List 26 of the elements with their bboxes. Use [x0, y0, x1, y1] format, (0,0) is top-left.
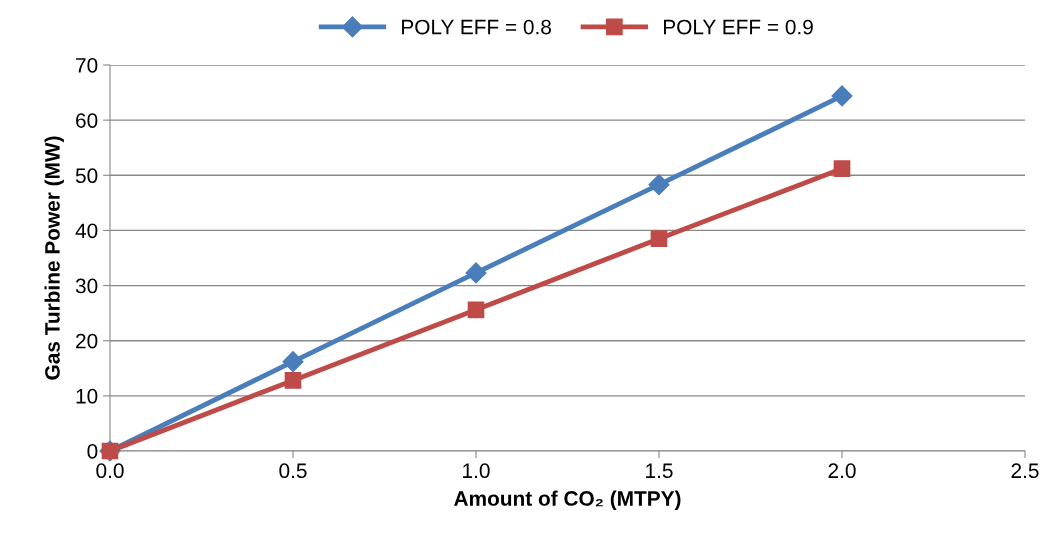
- y-tick-label: 30: [75, 278, 98, 294]
- y-tick-label: 10: [76, 388, 98, 404]
- y-tick-label: 70: [76, 58, 98, 73]
- y-tick-label: 20: [76, 333, 98, 349]
- x-axis-title: Amount of CO₂ (MTPY): [454, 490, 681, 510]
- legend-label: POLY EFF = 0.8: [402, 19, 551, 35]
- point: [831, 85, 853, 107]
- y-axis-title: Gas Turbine Power (MW): [44, 136, 64, 380]
- y-tick-label: 0: [87, 444, 98, 459]
- point: [648, 174, 670, 196]
- point: [650, 230, 668, 248]
- x-tick-label: 0.5: [279, 463, 307, 479]
- x-tick-label: 1.5: [646, 463, 673, 479]
- point: [833, 160, 851, 178]
- point: [465, 262, 487, 284]
- point: [467, 301, 485, 319]
- x-tick-label: 2.5: [1011, 463, 1039, 479]
- y-tick-label: 50: [75, 168, 98, 184]
- y-tick-label: 40: [75, 223, 98, 239]
- point: [282, 351, 304, 373]
- legend-label: POLY EFF = 0.9: [664, 19, 813, 35]
- x-tick-label: 0.0: [96, 463, 124, 479]
- x-tick-label: 2.0: [828, 463, 856, 479]
- point: [284, 372, 302, 389]
- y-tick-label: 60: [76, 113, 98, 128]
- x-tick-label: 1.0: [463, 463, 490, 479]
